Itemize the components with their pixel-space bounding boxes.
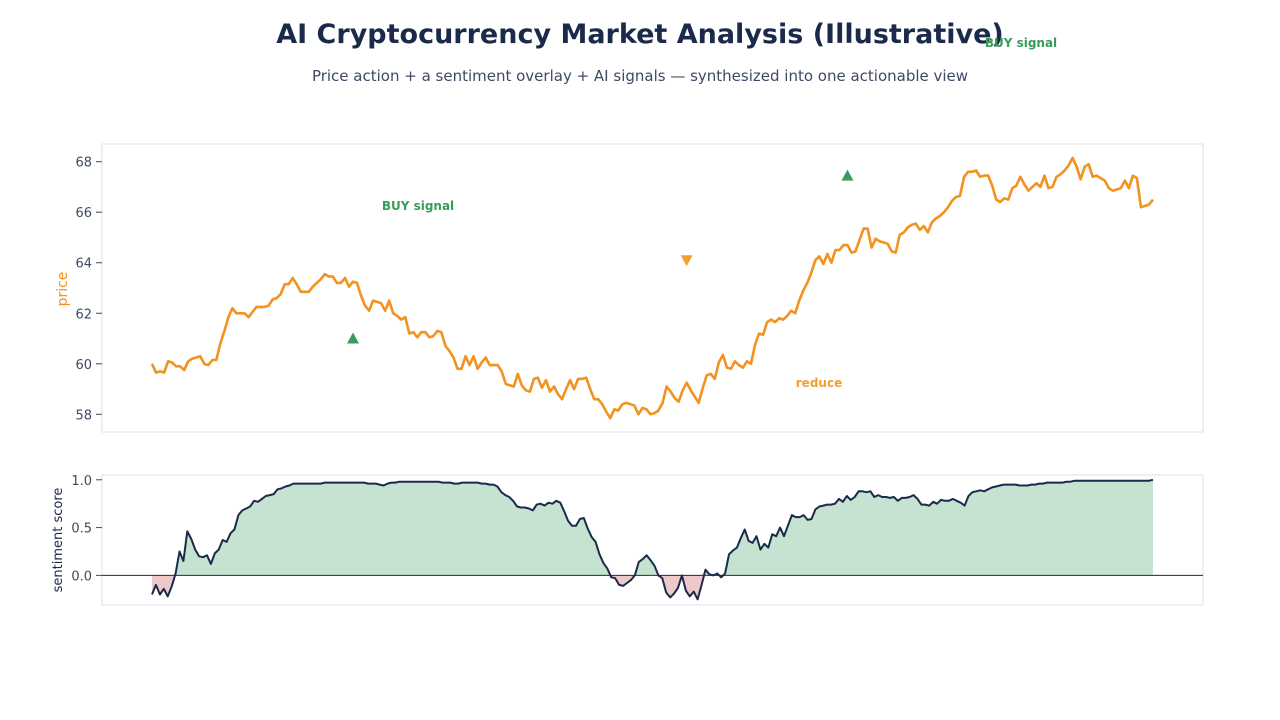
signal-annotations: BUY signal reduce BUY signal	[347, 36, 1057, 390]
buy-signal-marker	[841, 169, 854, 181]
chart-subtitle: Price action + a sentiment overlay + AI …	[312, 67, 968, 85]
buy-signal-label: BUY signal	[382, 199, 454, 213]
price-tick-label: 62	[75, 307, 92, 322]
price-tick-label: 66	[75, 206, 92, 221]
price-tick-label: 60	[75, 358, 92, 373]
sentiment-axis-label: sentiment score	[51, 488, 66, 593]
buy-signal-marker	[347, 332, 360, 344]
price-tick-label: 68	[75, 156, 92, 171]
buy-signal-label: BUY signal	[985, 36, 1057, 50]
sentiment-tick-label: 0.5	[71, 522, 92, 537]
chart-title: AI Cryptocurrency Market Analysis (Illus…	[276, 19, 1004, 50]
price-axes-frame	[101, 143, 1204, 433]
price-y-ticks: 58 60 62 64 66 68	[75, 156, 102, 423]
sentiment-positive-area	[152, 479, 1153, 576]
sentiment-y-ticks: 0.0 0.5 1.0	[71, 474, 102, 584]
price-tick-label: 58	[75, 408, 92, 423]
sentiment-panel: 0.0 0.5 1.0 sentiment score	[51, 474, 1204, 606]
reduce-signal-marker	[680, 255, 693, 267]
price-tick-label: 64	[75, 257, 92, 272]
price-line	[150, 156, 1155, 420]
price-axis-label: price	[55, 272, 71, 307]
sentiment-tick-label: 0.0	[71, 569, 92, 584]
sentiment-tick-label: 1.0	[71, 474, 92, 489]
reduce-signal-label: reduce	[796, 376, 842, 390]
sentiment-line	[151, 478, 1154, 601]
